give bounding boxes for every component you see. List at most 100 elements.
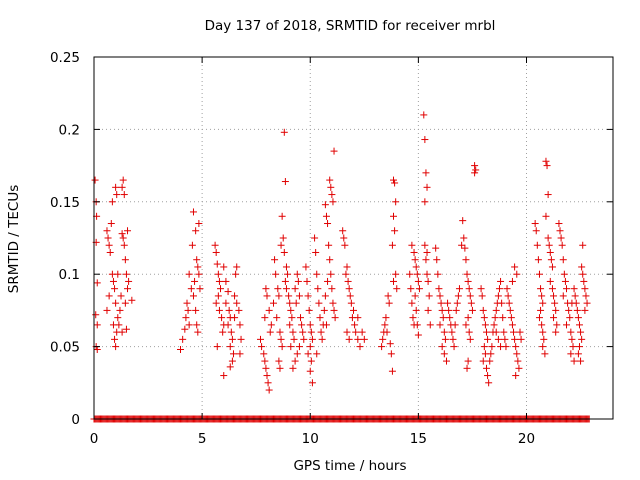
data-point bbox=[125, 277, 133, 285]
data-point bbox=[262, 285, 270, 293]
data-point bbox=[574, 350, 582, 358]
data-point bbox=[516, 328, 524, 336]
data-point bbox=[360, 335, 368, 343]
data-point bbox=[118, 328, 126, 336]
data-point bbox=[264, 379, 272, 387]
data-point bbox=[552, 328, 560, 336]
data-point bbox=[480, 343, 488, 351]
data-point bbox=[484, 335, 492, 343]
data-point bbox=[228, 357, 236, 365]
data-point bbox=[411, 292, 419, 300]
data-point bbox=[298, 321, 306, 329]
data-point bbox=[277, 241, 285, 249]
data-point bbox=[289, 328, 297, 336]
data-point bbox=[542, 157, 550, 165]
data-point bbox=[122, 325, 130, 333]
data-point bbox=[121, 256, 129, 264]
data-point bbox=[107, 220, 115, 228]
data-point bbox=[212, 248, 220, 256]
data-point bbox=[424, 306, 432, 314]
data-point bbox=[557, 234, 565, 242]
data-point bbox=[413, 270, 421, 278]
data-point bbox=[343, 263, 351, 271]
data-point bbox=[327, 183, 335, 191]
axis-ticks bbox=[93, 56, 613, 420]
data-point bbox=[390, 176, 398, 184]
data-point bbox=[308, 379, 316, 387]
data-point bbox=[552, 306, 560, 314]
data-point bbox=[311, 234, 319, 242]
data-point bbox=[487, 350, 495, 358]
data-point bbox=[295, 343, 303, 351]
data-point bbox=[287, 306, 295, 314]
data-point bbox=[542, 212, 550, 220]
data-point bbox=[346, 292, 354, 300]
data-point bbox=[485, 379, 493, 387]
data-point bbox=[316, 314, 324, 322]
data-point bbox=[215, 277, 223, 285]
data-point bbox=[479, 306, 487, 314]
data-point bbox=[484, 372, 492, 380]
data-point bbox=[345, 335, 353, 343]
y-tick-label: 0.2 bbox=[59, 122, 80, 138]
data-point bbox=[324, 220, 332, 228]
data-point bbox=[532, 227, 540, 235]
data-point bbox=[237, 335, 245, 343]
data-point bbox=[539, 299, 547, 307]
data-point bbox=[424, 277, 432, 285]
data-point bbox=[497, 277, 505, 285]
data-point bbox=[440, 328, 448, 336]
data-point bbox=[464, 277, 472, 285]
data-point bbox=[274, 285, 282, 293]
data-point bbox=[436, 292, 444, 300]
data-point bbox=[505, 299, 513, 307]
data-point bbox=[292, 299, 300, 307]
data-point bbox=[551, 299, 559, 307]
data-point bbox=[388, 241, 396, 249]
data-point bbox=[410, 248, 418, 256]
data-point bbox=[438, 306, 446, 314]
data-point bbox=[571, 292, 579, 300]
y-tick-label: 0 bbox=[71, 412, 80, 428]
data-point bbox=[546, 248, 554, 256]
data-point bbox=[504, 292, 512, 300]
data-point bbox=[105, 292, 113, 300]
data-point bbox=[288, 314, 296, 322]
data-point bbox=[465, 285, 473, 293]
data-point bbox=[545, 241, 553, 249]
y-tick-label: 0.05 bbox=[50, 340, 80, 356]
data-point bbox=[103, 227, 111, 235]
data-point bbox=[379, 335, 387, 343]
data-point bbox=[452, 306, 460, 314]
data-point bbox=[212, 299, 220, 307]
data-point bbox=[581, 285, 589, 293]
data-point bbox=[385, 299, 393, 307]
data-point bbox=[510, 328, 518, 336]
data-point bbox=[543, 162, 551, 170]
data-point bbox=[330, 147, 338, 155]
data-point bbox=[104, 234, 112, 242]
data-point bbox=[291, 285, 299, 293]
data-point bbox=[293, 270, 301, 278]
data-point bbox=[231, 314, 239, 322]
data-point bbox=[464, 314, 472, 322]
data-point bbox=[128, 296, 136, 304]
data-point bbox=[282, 263, 290, 271]
data-point bbox=[498, 299, 506, 307]
data-point bbox=[441, 335, 449, 343]
data-point bbox=[275, 357, 283, 365]
data-point bbox=[461, 244, 469, 252]
data-point bbox=[92, 311, 100, 319]
data-point bbox=[535, 314, 543, 322]
data-point bbox=[531, 220, 539, 228]
data-point bbox=[195, 220, 203, 228]
data-point bbox=[533, 241, 541, 249]
data-point bbox=[537, 285, 545, 293]
data-point bbox=[295, 292, 303, 300]
y-tick-label: 0.15 bbox=[50, 195, 80, 211]
data-point bbox=[408, 299, 416, 307]
data-point bbox=[93, 321, 101, 329]
data-point bbox=[177, 345, 184, 353]
data-point bbox=[563, 321, 571, 329]
data-point bbox=[222, 299, 230, 307]
